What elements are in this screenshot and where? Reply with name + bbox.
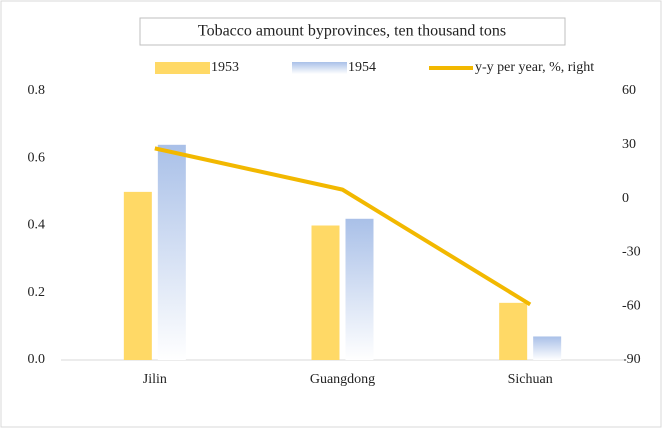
bar <box>499 302 528 360</box>
bar <box>311 225 340 360</box>
y-tick-label: 0.6 <box>28 150 46 165</box>
bar <box>157 144 186 360</box>
y2-tick-label: 30 <box>622 137 636 152</box>
y2-tick-label: -60 <box>622 298 641 313</box>
y-tick-label: 0.8 <box>28 83 46 98</box>
y-tick-label: 0.2 <box>28 285 46 300</box>
legend-swatch <box>155 62 210 74</box>
bar <box>533 336 562 360</box>
bar <box>345 218 374 360</box>
y2-tick-label: -90 <box>622 352 641 367</box>
x-tick-label: Guangdong <box>310 372 375 387</box>
y2-tick-label: 60 <box>622 83 636 98</box>
x-tick-label: Jilin <box>143 372 167 387</box>
title-box <box>139 17 566 46</box>
legend-label: 1953 <box>211 60 239 75</box>
legend-label: y-y per year, %, right <box>475 60 594 75</box>
legend-label: 1954 <box>348 60 376 75</box>
y2-tick-label: -30 <box>622 245 641 260</box>
line <box>154 146 532 307</box>
x-tick-label: Sichuan <box>508 372 553 387</box>
bar <box>123 191 152 360</box>
y2-tick-label: 0 <box>622 191 629 206</box>
y-tick-label: 0.4 <box>28 218 46 233</box>
legend-swatch <box>292 62 347 74</box>
chart-title: Tobacco amount byprovinces, ten thousand… <box>198 23 506 40</box>
y-tick-label: 0.0 <box>28 352 46 367</box>
